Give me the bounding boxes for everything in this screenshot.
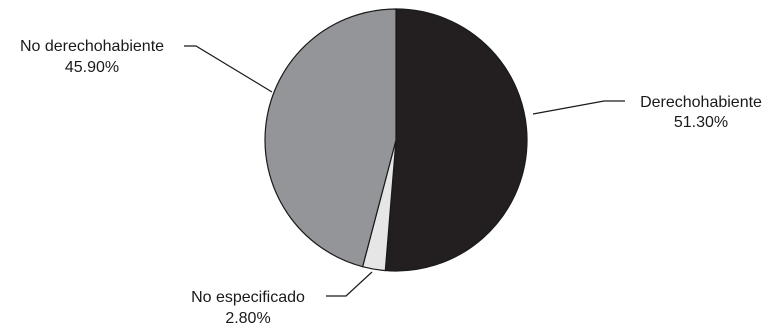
slice-label-derechohabiente: Derechohabiente [640, 94, 762, 111]
pie-slice-derechohabiente [384, 8, 528, 272]
pie-slice-no-derechohabiente [264, 8, 397, 268]
leader-line-no-especificado [326, 271, 373, 297]
slice-label-no-derechohabiente: No derechohabiente [20, 38, 164, 55]
slice-value-no-especificado: 2.80% [225, 310, 270, 327]
pie-slices [264, 8, 528, 272]
slice-label-no-especificado: No especificado [191, 289, 305, 306]
slice-value-derechohabiente: 51.30% [674, 114, 728, 131]
leader-line-derechohabiente [532, 100, 625, 115]
slice-value-no-derechohabiente: 45.90% [65, 59, 119, 76]
leader-line-no-derechohabiente [184, 45, 273, 93]
